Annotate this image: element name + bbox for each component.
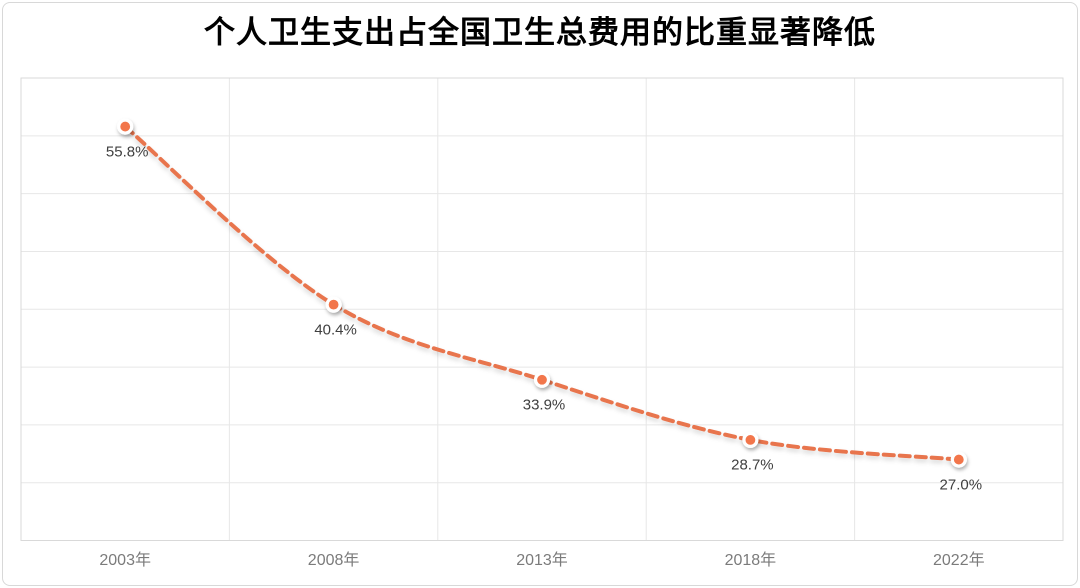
data-point-marker [533,371,551,388]
data-label: 40.4% [314,321,357,339]
data-label: 28.7% [731,456,774,474]
data-point-marker [325,296,342,313]
data-point-marker [117,118,134,135]
data-point-marker [950,451,967,468]
plot-border [20,77,1064,541]
x-tick-label: 2008年 [307,552,360,569]
x-tick-label: 2022年 [932,552,985,569]
x-tick-label: 2003年 [99,552,151,569]
plot-area: 55.8% 40.4% 33.9% 28.7% 27.0% 2003年 2008年 2013… [3,3,1077,585]
line-chart [20,77,1064,541]
x-tick-label: 2013年 [516,552,568,569]
chart-title: 个人卫生支出占全国卫生总费用的比重显著降低 [204,15,876,50]
data-point-marker [742,431,759,449]
data-label: 55.8% [105,143,149,161]
data-label: 33.9% [522,396,566,414]
data-label: 27.0% [939,476,983,494]
x-tick-label: 2018年 [724,552,777,569]
